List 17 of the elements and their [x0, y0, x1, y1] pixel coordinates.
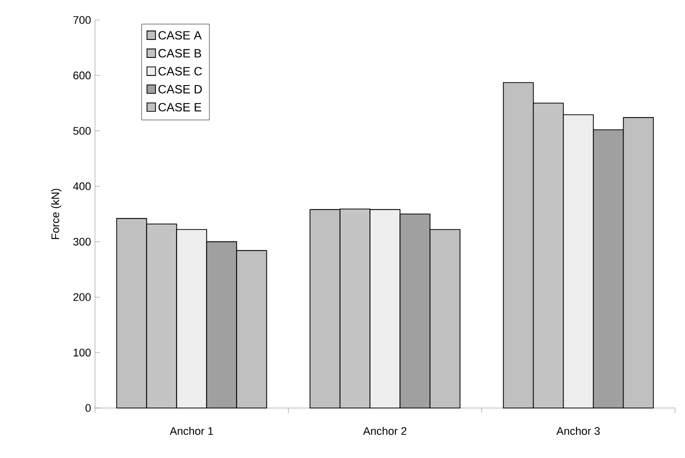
y-tick-label: 500 [73, 126, 91, 135]
y-tick-label: 200 [73, 293, 91, 302]
legend-label: CASE A [158, 31, 202, 40]
y-tick-label: 100 [74, 348, 91, 356]
y-axis-title: Force (kN) [51, 188, 62, 239]
x-tick-label: Anchor 2 [363, 426, 406, 435]
legend-label: CASE E [158, 102, 202, 112]
y-tick-label: 400 [73, 182, 91, 190]
x-tick-label: Anchor 1 [170, 426, 214, 435]
y-tick-label: 300 [73, 238, 91, 246]
y-tick-label: 600 [73, 72, 91, 80]
legend-label: CASE C [158, 67, 202, 76]
x-tick-label: Anchor 3 [556, 426, 600, 435]
legend-label: CASE D [158, 85, 202, 94]
legend-label: CASE B [158, 49, 202, 58]
y-tick-label: 0 [85, 404, 91, 412]
y-tick-label: 700 [73, 16, 91, 24]
